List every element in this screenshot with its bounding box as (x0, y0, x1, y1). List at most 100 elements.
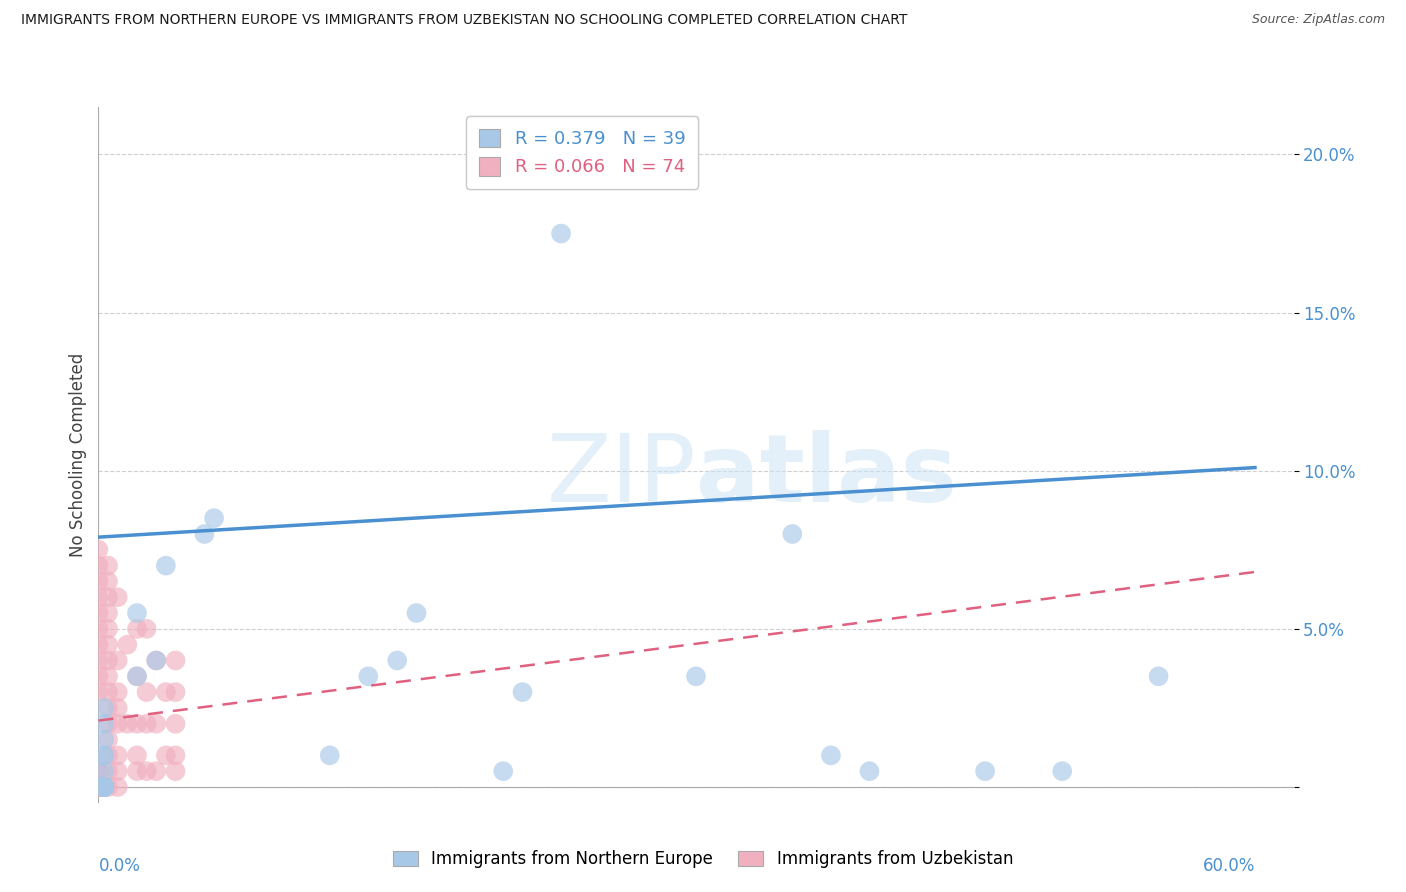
Point (107, 780, 129, 794)
Point (97, 622, 120, 636)
Point (87, 780, 110, 794)
Text: Source: ZipAtlas.com: Source: ZipAtlas.com (1251, 13, 1385, 27)
Point (125, 764, 148, 779)
Point (97, 606, 120, 620)
Point (87, 780, 110, 794)
Point (87, 780, 110, 794)
Point (93, 764, 115, 779)
Point (87, 606, 110, 620)
Point (87, 780, 110, 794)
Point (550, 227, 572, 241)
Point (93, 780, 115, 794)
Y-axis label: No Schooling Completed: No Schooling Completed (69, 353, 87, 557)
Point (858, 764, 880, 779)
Point (1050, 764, 1073, 779)
Point (93, 780, 115, 794)
Point (97, 638, 120, 652)
Point (87, 764, 110, 779)
Point (87, 591, 110, 605)
Text: ZIP: ZIP (547, 430, 696, 522)
Point (93, 780, 115, 794)
Point (87, 780, 110, 794)
Point (974, 764, 997, 779)
Point (87, 653, 110, 667)
Point (93, 780, 115, 794)
Point (117, 716, 139, 731)
Point (93, 748, 115, 763)
Point (93, 780, 115, 794)
Point (87, 780, 110, 794)
Point (93, 780, 115, 794)
Point (165, 716, 187, 731)
Point (155, 558, 177, 573)
Text: 0.0%: 0.0% (98, 856, 141, 874)
Point (319, 748, 342, 763)
Point (107, 701, 129, 715)
Point (93, 780, 115, 794)
Point (87, 558, 110, 573)
Point (165, 764, 187, 779)
Point (97, 653, 120, 667)
Point (97, 669, 120, 683)
Point (193, 527, 215, 541)
Point (87, 780, 110, 794)
Point (97, 764, 120, 779)
Point (87, 780, 110, 794)
Point (87, 780, 110, 794)
Point (107, 764, 129, 779)
Point (97, 748, 120, 763)
Point (155, 685, 177, 699)
Point (87, 780, 110, 794)
Point (87, 780, 110, 794)
Point (97, 732, 120, 747)
Point (135, 716, 157, 731)
Point (125, 669, 148, 683)
Point (93, 780, 115, 794)
Text: atlas: atlas (696, 430, 957, 522)
Text: 60.0%: 60.0% (1202, 856, 1256, 874)
Point (87, 622, 110, 636)
Point (87, 574, 110, 589)
Point (782, 527, 804, 541)
Point (93, 716, 115, 731)
Point (145, 764, 167, 779)
Point (165, 653, 187, 667)
Point (107, 653, 129, 667)
Point (93, 780, 115, 794)
Point (107, 685, 129, 699)
Point (93, 748, 115, 763)
Point (405, 606, 427, 620)
Point (145, 653, 167, 667)
Point (492, 764, 515, 779)
Point (97, 574, 120, 589)
Point (512, 685, 534, 699)
Point (97, 591, 120, 605)
Point (97, 716, 120, 731)
Point (155, 748, 177, 763)
Point (165, 748, 187, 763)
Point (87, 780, 110, 794)
Point (125, 622, 148, 636)
Point (125, 606, 148, 620)
Point (135, 764, 157, 779)
Point (125, 716, 148, 731)
Point (97, 558, 120, 573)
Point (87, 638, 110, 652)
Point (93, 780, 115, 794)
Point (93, 780, 115, 794)
Point (87, 669, 110, 683)
Point (357, 669, 380, 683)
Point (93, 780, 115, 794)
Point (93, 780, 115, 794)
Point (87, 685, 110, 699)
Point (93, 732, 115, 747)
Text: IMMIGRANTS FROM NORTHERN EUROPE VS IMMIGRANTS FROM UZBEKISTAN NO SCHOOLING COMPL: IMMIGRANTS FROM NORTHERN EUROPE VS IMMIG… (21, 13, 907, 28)
Point (87, 780, 110, 794)
Point (87, 542, 110, 557)
Point (125, 748, 148, 763)
Point (107, 716, 129, 731)
Point (165, 685, 187, 699)
Point (135, 685, 157, 699)
Point (125, 669, 148, 683)
Point (117, 638, 139, 652)
